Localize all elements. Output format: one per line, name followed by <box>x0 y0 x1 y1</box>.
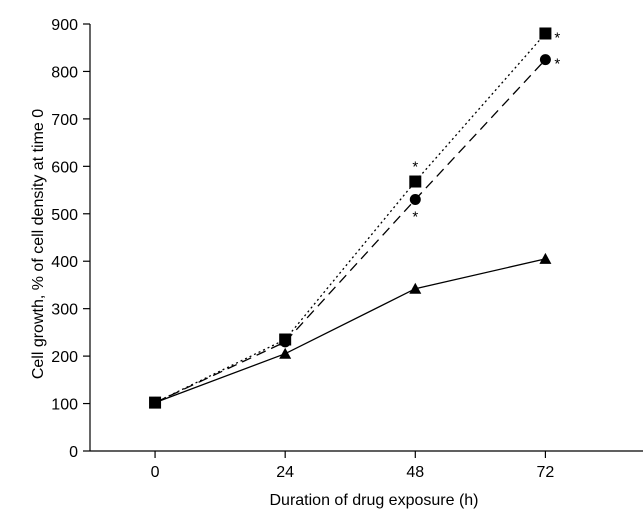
y-axis-ticks: 0 100 200 300 400 500 600 700 800 900 <box>51 17 90 461</box>
y-tick-label: 800 <box>51 64 78 81</box>
y-tick-label: 200 <box>51 349 78 366</box>
x-tick-label: 48 <box>406 464 424 481</box>
triangle-marker <box>149 396 162 408</box>
y-tick-label: 600 <box>51 159 78 176</box>
series-line-square <box>154 33 546 404</box>
y-tick-label: 400 <box>51 254 78 271</box>
x-tick-label: 24 <box>276 464 294 481</box>
y-tick-label: 700 <box>51 112 78 129</box>
circle-marker <box>409 194 421 206</box>
axes <box>89 24 643 452</box>
significance-marker: * <box>412 209 418 226</box>
y-tick-label: 900 <box>51 17 78 34</box>
series-markers <box>149 27 552 409</box>
x-tick-label: 72 <box>537 464 555 481</box>
significance-marker: * <box>554 56 560 73</box>
y-axis-title: Cell growth, % of cell density at time 0 <box>30 109 47 379</box>
series-lines <box>154 33 546 404</box>
triangle-marker <box>539 252 552 264</box>
y-tick-label: 500 <box>51 207 78 224</box>
circle-marker <box>279 336 291 348</box>
x-axis-ticks: 0 24 48 72 <box>151 451 555 481</box>
annotations: * * * * <box>412 29 560 225</box>
square-marker <box>409 175 422 188</box>
significance-marker: * <box>412 159 418 176</box>
triangle-marker <box>279 347 292 359</box>
y-tick-label: 100 <box>51 397 78 414</box>
x-axis-title: Duration of drug exposure (h) <box>270 492 479 509</box>
y-tick-label: 0 <box>69 444 78 461</box>
triangle-marker <box>409 282 422 294</box>
significance-marker: * <box>554 29 560 46</box>
series-line-triangle <box>154 258 546 404</box>
square-marker <box>539 27 552 40</box>
circle-marker <box>539 54 551 66</box>
y-tick-label: 300 <box>51 302 78 319</box>
series-line-circle <box>154 59 546 404</box>
x-tick-label: 0 <box>151 464 160 481</box>
